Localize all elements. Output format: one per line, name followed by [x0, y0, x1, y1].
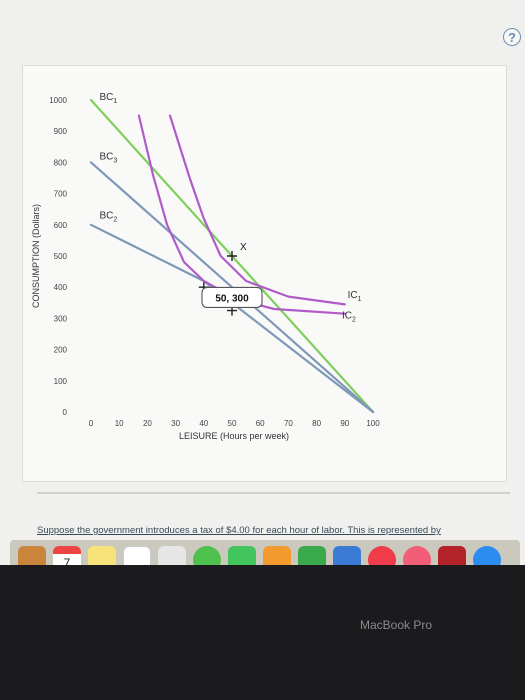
tooltip-box: [201, 286, 263, 308]
question-text: Suppose the government introduces a tax …: [37, 525, 441, 536]
x-tick-label: 50: [228, 419, 237, 428]
x-axis-label: LEISURE (Hours per week): [179, 431, 289, 441]
tooltip-text: 50, 300: [215, 293, 249, 304]
x-tick-label: 30: [171, 419, 180, 428]
x-tick-label: 40: [199, 419, 208, 428]
messages-icon[interactable]: [193, 546, 221, 565]
y-tick-label: 700: [54, 190, 68, 199]
calendar-day: 7: [63, 556, 71, 565]
series-line-ic1[interactable]: [168, 114, 346, 306]
pages-icon[interactable]: [263, 546, 291, 565]
y-tick-label: 300: [54, 314, 68, 323]
numbers-icon[interactable]: [298, 546, 326, 565]
indifference-chart[interactable]: 0 100 200 300 400 500 600 700 800 900 1000 0 10 20 30 4…: [23, 66, 506, 481]
dock: 7: [10, 540, 520, 565]
y-tick-label: 600: [54, 221, 68, 230]
chart-panel: 0 100 200 300 400 500 600 700 800 900 1000 0 10 20 30 4…: [22, 65, 507, 482]
news-icon[interactable]: [368, 546, 396, 565]
line-label: BC2: [99, 211, 117, 224]
data-point-label: X: [240, 242, 247, 253]
notes-icon[interactable]: [88, 546, 116, 565]
device-label: MacBook Pro: [360, 618, 433, 632]
y-tick-label: 0: [63, 408, 68, 417]
y-tick-label: 100: [54, 377, 68, 386]
y-axis-label: CONSUMPTION (Dollars): [31, 204, 41, 308]
y-tick-label: 1000: [49, 96, 67, 105]
line-label: IC2: [342, 310, 356, 323]
photo-booth-icon[interactable]: [438, 546, 466, 565]
x-tick-label: 60: [256, 419, 265, 428]
dots-app-icon[interactable]: [123, 546, 151, 565]
music-icon[interactable]: [403, 546, 431, 565]
app-store-icon[interactable]: [473, 546, 501, 565]
x-tick-label: 0: [89, 419, 94, 428]
x-tick-label: 90: [340, 419, 349, 428]
keynote-icon[interactable]: [333, 546, 361, 565]
y-tick-label: 900: [54, 127, 68, 136]
y-tick-label: 200: [54, 346, 68, 355]
series-line-ic2[interactable]: [137, 114, 346, 315]
x-tick-label: 20: [143, 419, 152, 428]
browser-screen: ? 0 100 200 300 400 500 600 700 800 900 1000 0 10 20 3…: [0, 0, 525, 565]
preview-icon[interactable]: [158, 546, 186, 565]
x-tick-label: 100: [366, 419, 380, 428]
line-label: IC1: [348, 290, 362, 303]
x-tick-label: 10: [115, 419, 124, 428]
x-tick-label: 80: [312, 419, 321, 428]
line-label: BC3: [99, 151, 117, 164]
y-tick-label: 400: [54, 283, 68, 292]
data-point-marker[interactable]: [227, 251, 237, 261]
y-tick-label: 800: [54, 158, 68, 167]
x-tick-label: 70: [284, 419, 293, 428]
section-divider: [37, 492, 510, 494]
books-icon[interactable]: [18, 546, 46, 565]
y-tick-label: 500: [54, 252, 68, 261]
facetime-icon[interactable]: [228, 546, 256, 565]
help-button[interactable]: ?: [503, 28, 521, 46]
line-label: BC1: [99, 92, 117, 105]
calendar-icon[interactable]: 7: [53, 546, 81, 565]
